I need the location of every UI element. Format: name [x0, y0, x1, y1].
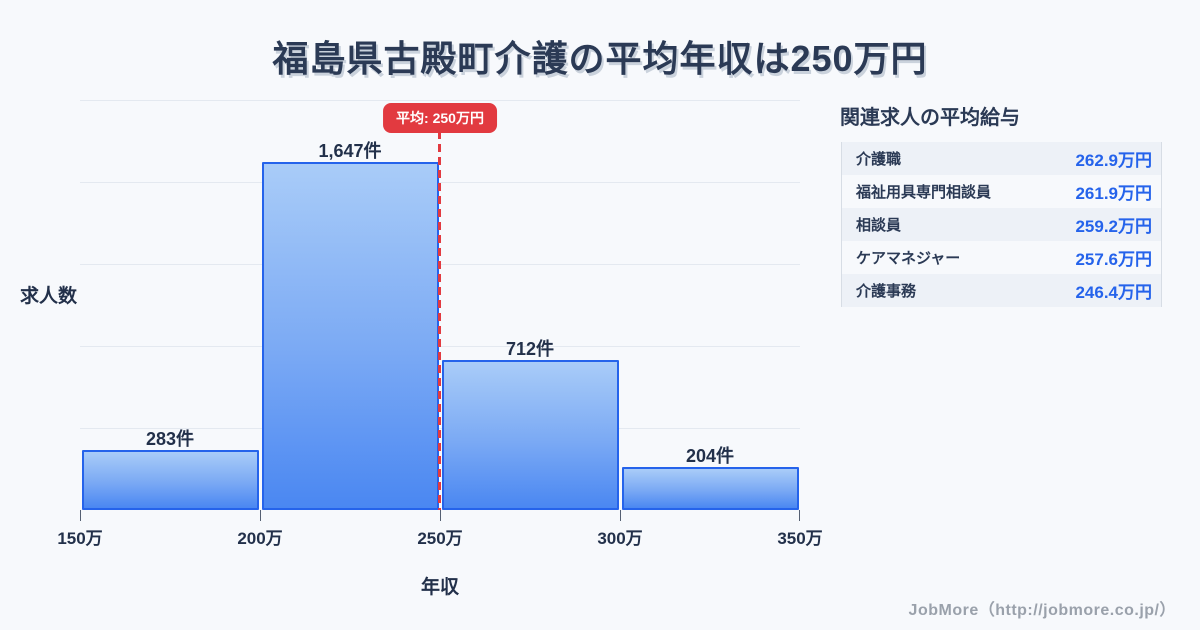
bar-value-label: 204件 — [685, 446, 735, 466]
bar-value-label: 712件 — [505, 339, 555, 359]
salary-table-row: 介護事務 246.4万円 — [842, 274, 1161, 307]
average-salary-value: 261.9万円 — [1075, 184, 1152, 203]
histogram-bar — [441, 360, 619, 510]
y-axis-label: 求人数 — [20, 286, 78, 307]
x-axis-tick — [80, 510, 81, 521]
average-salary-value: 262.9万円 — [1075, 151, 1152, 170]
salary-table-row: 相談員 259.2万円 — [842, 208, 1161, 241]
page-title: 福島県古殿町介護の平均年収は250万円 — [272, 38, 928, 79]
related-jobs-salary-table: 介護職 262.9万円福祉用具専門相談員 261.9万円相談員 259.2万円ケアマネ… — [841, 142, 1162, 307]
x-axis-tick-label: 300万 — [597, 529, 643, 548]
job-category-label: 介護事務 — [856, 283, 917, 300]
job-category-label: ケアマネジャー — [856, 250, 961, 267]
x-axis-tick — [440, 510, 441, 521]
average-salary-value: 246.4万円 — [1075, 283, 1152, 302]
salary-table-row: 福祉用具専門相談員 261.9万円 — [842, 175, 1161, 208]
job-category-label: 福祉用具専門相談員 — [856, 184, 992, 201]
x-axis-tick-label: 350万 — [777, 529, 823, 548]
bar-value-label: 283件 — [145, 429, 195, 449]
histogram-plot-area: 283件 1,647件 712件 204件 150万 200万 250万 300万 350万 — [57, 100, 823, 548]
average-salary-value: 259.2万円 — [1075, 217, 1152, 236]
related-jobs-heading: 関連求人の平均給与 — [840, 107, 1020, 129]
histogram-bar — [261, 162, 439, 510]
x-axis-label: 年収 — [420, 577, 459, 598]
x-axis-tick-label: 150万 — [57, 529, 103, 548]
average-dashed-line — [438, 131, 441, 510]
average-salary-value: 257.6万円 — [1075, 250, 1152, 269]
source-credit: JobMore（http://jobmore.co.jp/） — [908, 602, 1176, 619]
job-category-label: 相談員 — [856, 217, 902, 234]
histogram-bar — [621, 467, 799, 510]
x-axis-tick-label: 250万 — [417, 529, 463, 548]
average-value-badge: 平均: 250万円 — [383, 103, 497, 133]
salary-table-row: 介護職 262.9万円 — [842, 142, 1161, 175]
gridline — [80, 100, 800, 101]
bar-value-label: 1,647件 — [318, 141, 382, 161]
x-axis-tick — [620, 510, 621, 521]
x-axis-tick — [260, 510, 261, 521]
salary-table-row: ケアマネジャー 257.6万円 — [842, 241, 1161, 274]
x-axis-tick-label: 200万 — [237, 529, 283, 548]
histogram-bar — [81, 450, 259, 510]
job-category-label: 介護職 — [856, 151, 902, 168]
x-axis-tick — [799, 510, 800, 521]
